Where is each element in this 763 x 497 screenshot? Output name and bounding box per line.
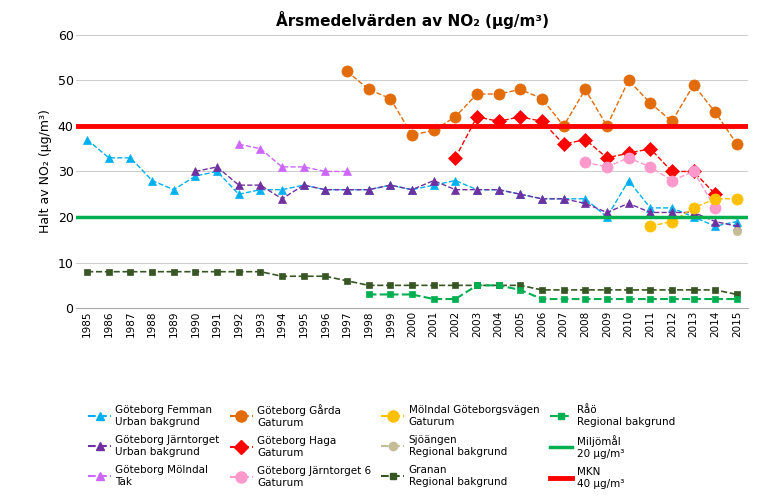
Legend: Göteborg Femman
Urban bakgrund, Göteborg Järntorget
Urban bakgrund, Göteborg Möl: Göteborg Femman Urban bakgrund, Göteborg… <box>85 401 678 492</box>
Y-axis label: Halt av NO₂ (μg/m³): Halt av NO₂ (μg/m³) <box>39 109 52 234</box>
Title: Årsmedelvärden av NO₂ (μg/m³): Årsmedelvärden av NO₂ (μg/m³) <box>275 11 549 29</box>
